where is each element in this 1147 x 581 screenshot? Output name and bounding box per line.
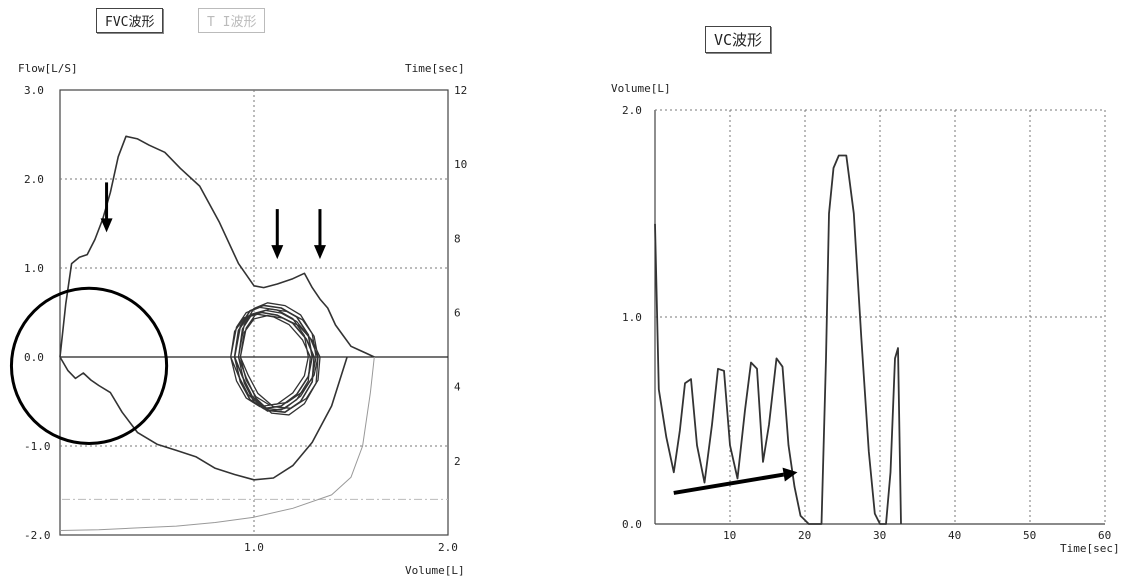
series [59,135,375,531]
tab-vc-waveform[interactable]: VC波形 [705,26,772,53]
grid [59,89,449,536]
x-axis-label: Volume[L] [405,564,465,577]
y-tick-label: 2.0 [622,104,642,117]
annotation-arrow-down [100,182,113,233]
annotation-arrow [673,467,798,495]
series-line-tidal-loop-3 [230,306,311,411]
tab-ti-waveform-label: T I波形 [207,15,257,30]
x-tick-label: 30 [873,529,886,542]
y-tick-label: 1.0 [24,262,44,275]
annotations [673,467,798,495]
tab-fvc-waveform[interactable]: FVC波形 [96,8,164,33]
annotations [9,182,326,445]
tab-ti-waveform: T I波形 [198,8,266,33]
y-tick-label: 1.0 [622,311,642,324]
y-tick-label: 0.0 [622,518,642,531]
series-line-vc-volume [654,154,902,525]
y2-tick-label: 6 [454,307,461,320]
y-tick-label: -1.0 [24,440,51,453]
annotation-arrow-down [313,209,326,260]
x-tick-label: 1.0 [244,541,264,554]
series-line-faint-volume-time [59,356,375,531]
series-line-tidal-loop-2 [237,302,319,416]
x-tick-label: 20 [798,529,811,542]
y2-tick-label: 10 [454,158,467,171]
x-axis-label: Time[sec] [1060,542,1120,555]
y-tick-label: 2.0 [24,173,44,186]
y2-tick-label: 4 [454,381,461,394]
annotation-circle [9,286,169,445]
grid [654,109,1106,525]
y-axis-label: Volume[L] [611,82,671,95]
y2-tick-label: 2 [454,455,461,468]
x-tick-label: 50 [1023,529,1036,542]
flow-volume-chart: Flow[L/S] Time[sec] Volume[L] 3.0 2.0 1.0 0… [9,62,467,577]
vc-volume-time-chart: Volume[L] Time[sec] 2.0 1.0 0.0 10 20 30 40 50 6… [611,82,1120,555]
y2-axis-label: Time[sec] [405,62,465,75]
y-axis-label: Flow[L/S] [18,62,78,75]
x-tick-label: 2.0 [438,541,458,554]
y-tick-label: 3.0 [24,84,44,97]
y2-tick-label: 12 [454,84,467,97]
y2-tick-label: 8 [454,232,461,245]
series-line-forced-expiration [59,135,375,358]
tick-labels: 2.0 1.0 0.0 10 20 30 40 50 60 [622,104,1111,542]
y-tick-label: -2.0 [24,529,51,542]
x-tick-label: 10 [723,529,736,542]
series-line-inspiration [59,356,348,481]
series [654,154,902,525]
x-tick-label: 60 [1098,529,1111,542]
tick-labels: 3.0 2.0 1.0 0.0 -1.0 -2.0 12 10 8 6 4 2 1.0 2.0 [24,84,467,554]
tab-fvc-waveform-label: FVC波形 [105,15,155,30]
x-tick-label: 40 [948,529,961,542]
series-line-tidal-loop-4 [239,308,321,409]
tab-vc-waveform-label: VC波形 [714,31,763,49]
y-tick-label: 0.0 [24,351,44,364]
annotation-arrow-down [271,209,284,260]
